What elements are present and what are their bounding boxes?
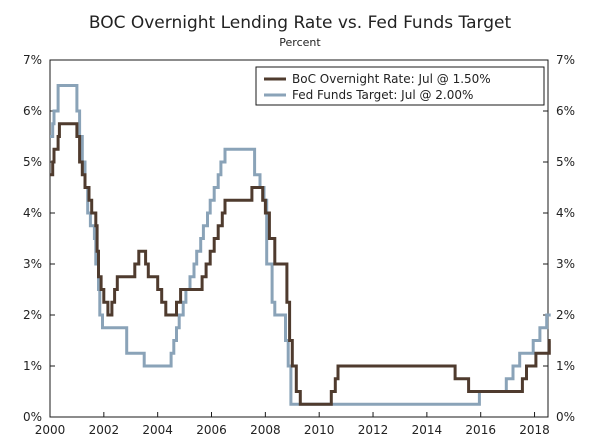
y-tick-label-left: 6%	[23, 104, 42, 118]
y-axis-left: 0% 1% 2% 3% 4% 5% 6% 7%	[23, 53, 55, 424]
x-tick-label: 2004	[142, 423, 173, 437]
y-tick-label-right: 0%	[556, 410, 575, 424]
x-tick-label: 2002	[89, 423, 120, 437]
y-tick-label-left: 5%	[23, 155, 42, 169]
y-tick-label-right: 2%	[556, 308, 575, 322]
x-tick-label: 2018	[519, 423, 550, 437]
y-tick-label-left: 4%	[23, 206, 42, 220]
legend-label-boc: BoC Overnight Rate: Jul @ 1.50%	[292, 72, 491, 86]
legend: BoC Overnight Rate: Jul @ 1.50% Fed Fund…	[255, 66, 545, 106]
y-axis-right: 0% 1% 2% 3% 4% 5% 6% 7%	[543, 53, 575, 424]
x-tick-label: 2008	[250, 423, 281, 437]
legend-box	[255, 66, 545, 106]
series-line-fed-funds	[50, 84, 551, 406]
series-line-boc-rate	[50, 122, 551, 406]
y-tick-label-right: 5%	[556, 155, 575, 169]
legend-label-fed: Fed Funds Target: Jul @ 2.00%	[292, 88, 473, 102]
x-tick-label: 2012	[358, 423, 389, 437]
y-tick-label-left: 2%	[23, 308, 42, 322]
y-tick-label-left: 0%	[23, 410, 42, 424]
y-tick-label-right: 4%	[556, 206, 575, 220]
chart-subtitle: Percent	[279, 36, 321, 49]
x-tick-label: 2016	[465, 423, 496, 437]
chart-title: BOC Overnight Lending Rate vs. Fed Funds…	[89, 13, 512, 33]
y-tick-label-left: 1%	[23, 359, 42, 373]
y-tick-label-right: 7%	[556, 53, 575, 67]
x-tick-label: 2010	[304, 423, 335, 437]
y-tick-label-right: 6%	[556, 104, 575, 118]
x-tick-label: 2006	[196, 423, 227, 437]
series-layer	[50, 84, 551, 406]
x-axis: 2000 2002 2004 2006 2008 2010 2012 2014 2016 2018	[35, 412, 550, 437]
y-tick-label-left: 7%	[23, 53, 42, 67]
y-tick-label-right: 1%	[556, 359, 575, 373]
x-tick-label: 2000	[35, 423, 66, 437]
x-tick-label: 2014	[412, 423, 443, 437]
y-tick-label-left: 3%	[23, 257, 42, 271]
plot-area-frame	[49, 59, 549, 418]
y-tick-label-right: 3%	[556, 257, 575, 271]
